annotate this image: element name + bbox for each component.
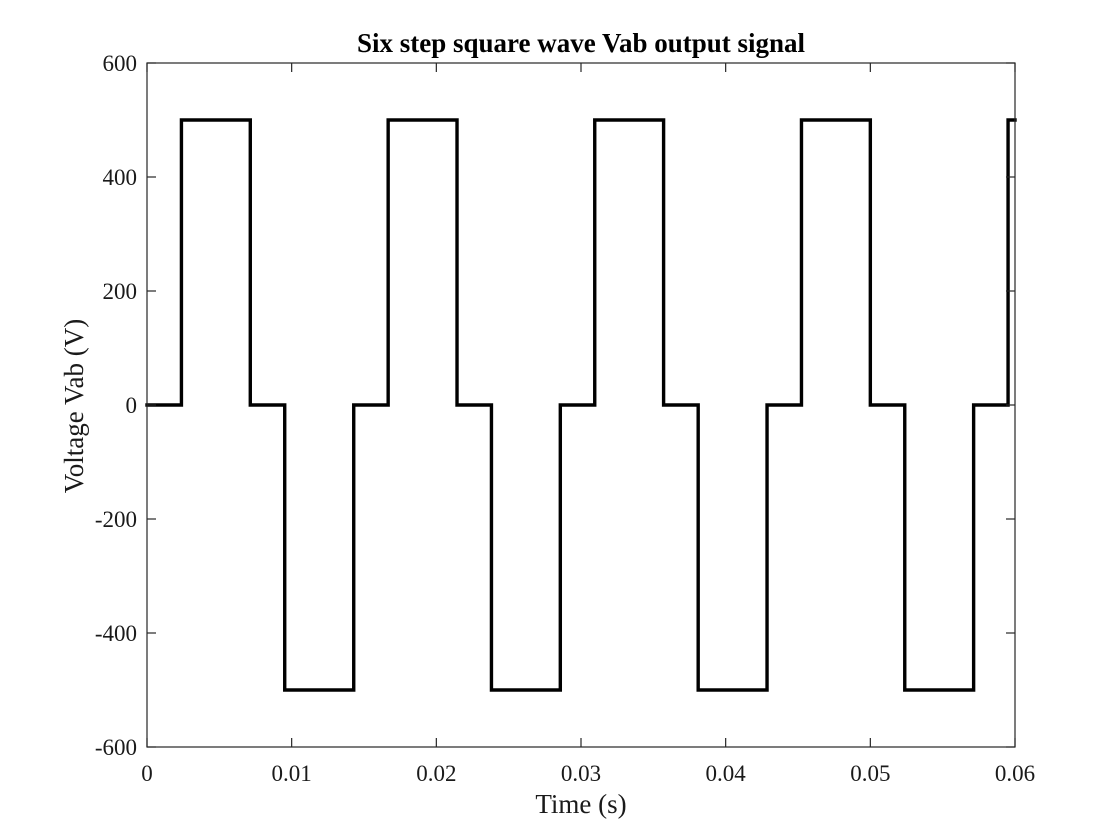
y-axis-title: Voltage Vab (V) (59, 319, 89, 493)
x-tick-label: 0.03 (561, 761, 601, 786)
x-tick-label: 0.05 (850, 761, 890, 786)
y-tick-label: -400 (95, 621, 137, 646)
y-tick-label: 200 (103, 279, 138, 304)
axes-layer: 0 0.01 0.02 0.03 0.04 0.05 0.06 -600 -400 -200 0 20… (95, 51, 1035, 786)
x-tick-label: 0 (141, 761, 153, 786)
x-tick-label: 0.06 (995, 761, 1035, 786)
x-tick-label: 0.01 (272, 761, 312, 786)
y-tick-label: 600 (103, 51, 138, 76)
y-tick-label: 0 (126, 393, 138, 418)
x-tick-label: 0.02 (416, 761, 456, 786)
y-tick-label: -200 (95, 507, 137, 532)
x-axis-title: Time (s) (535, 789, 626, 819)
y-tick-label: -600 (95, 735, 137, 760)
x-tick-label: 0.04 (706, 761, 747, 786)
plot-layer (145, 118, 1017, 692)
series-line-0 (145, 118, 1017, 692)
chart-title: Six step square wave Vab output signal (357, 28, 806, 58)
y-tick-label: 400 (103, 165, 138, 190)
